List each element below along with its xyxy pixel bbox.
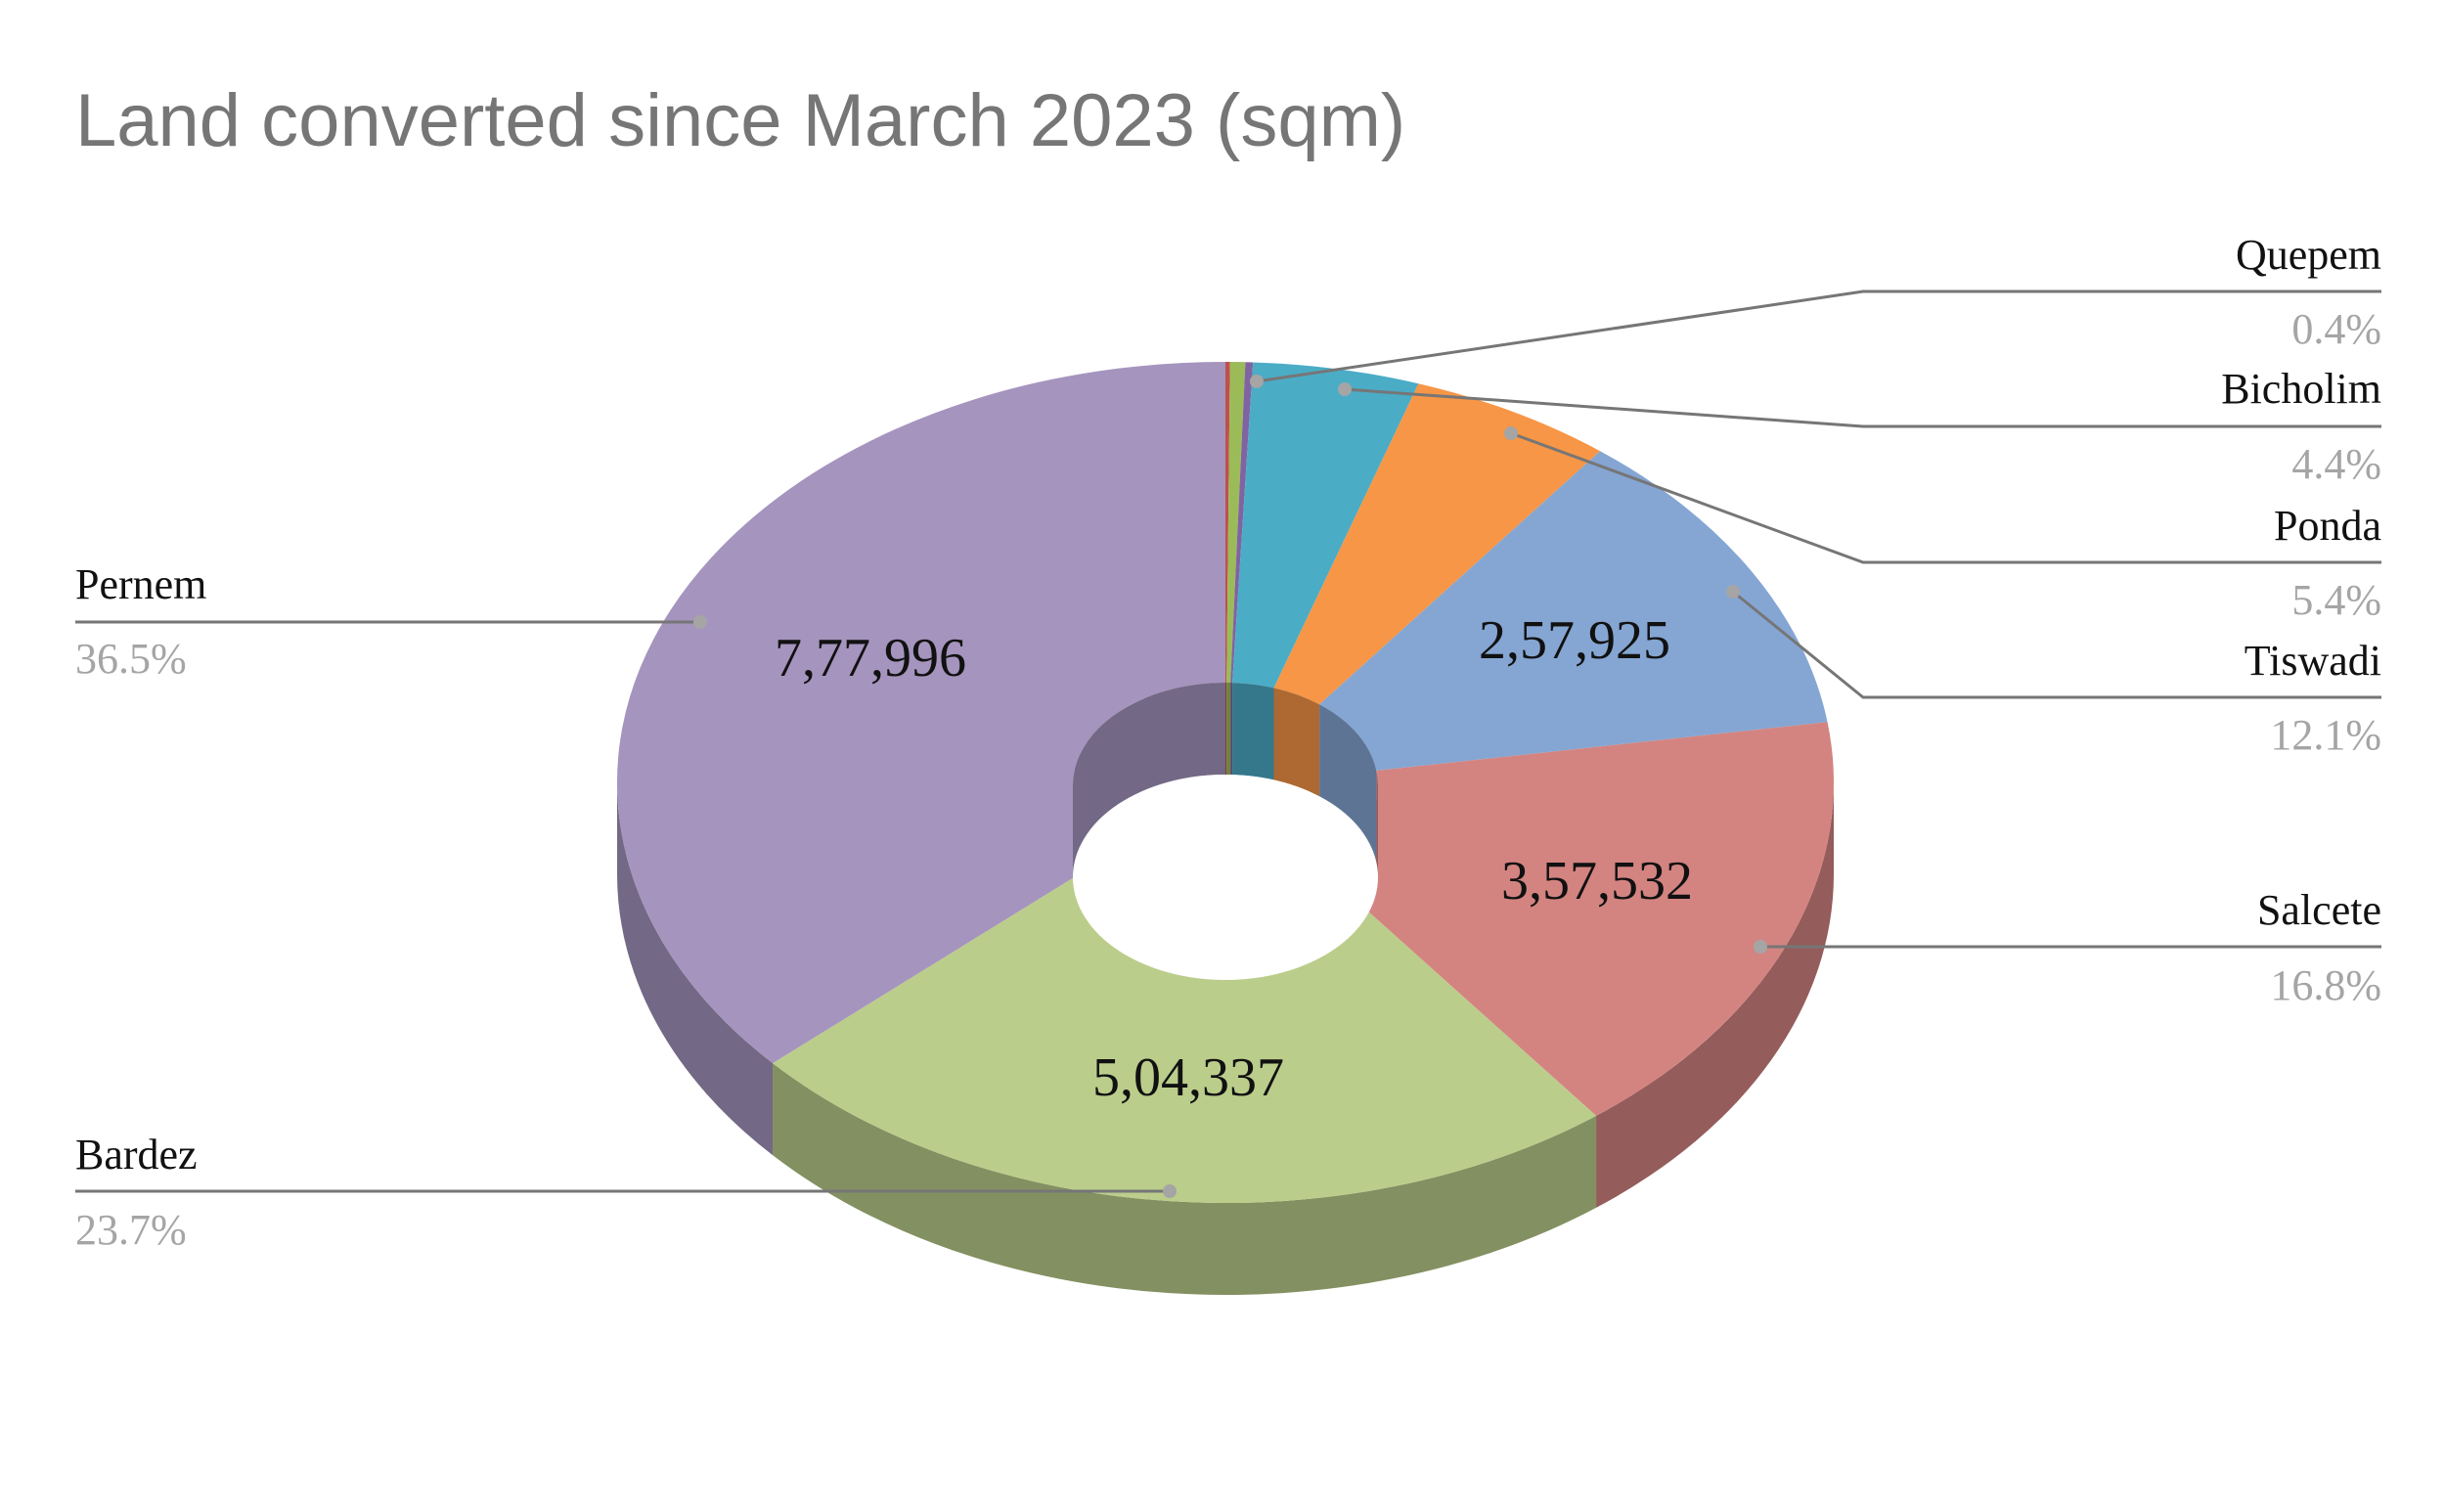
leader-line-bicholim (1344, 387, 2381, 428)
hole-wall-purple-sliver (1230, 683, 1233, 776)
value-label-tiswadi: 2,57,925 (1479, 610, 1670, 671)
slice-pernem (617, 362, 1225, 1064)
slice-bardez (773, 854, 1597, 1203)
hole-wall-pernem (1073, 683, 1225, 877)
hole-wall-bicholim (1232, 683, 1274, 780)
label-name-bardez: Bardez (75, 1131, 198, 1178)
slice-bicholim (1232, 362, 1419, 689)
value-label-bardez: 5,04,337 (1092, 1047, 1284, 1108)
value-label-salcete: 3,57,532 (1501, 851, 1693, 912)
chart-title: Land converted since March 2023 (sqm) (75, 79, 1406, 162)
label-name-tiswadi: Tiswadi (2245, 637, 2381, 685)
hole-wall-quepem (1226, 683, 1231, 776)
leader-dot-pernem (693, 615, 707, 629)
label-name-bicholim: Bicholim (2221, 365, 2381, 413)
leader-dot-ponda (1504, 426, 1518, 440)
hole-wall-ponda (1273, 688, 1320, 797)
leader-dot-quepem (1250, 375, 1264, 388)
slice-ponda (1273, 383, 1601, 705)
side-pernem (617, 782, 774, 1156)
slice-salcete (1318, 722, 1834, 1116)
label-percent-bicholim: 4.4% (2291, 440, 2381, 488)
label-name-salcete: Salcete (2257, 886, 2381, 934)
leader-dot-salcete (1754, 940, 1767, 954)
label-name-ponda: Ponda (2274, 502, 2381, 550)
label-percent-quepem: 0.4% (2291, 305, 2381, 353)
hole-wall-tiswadi (1319, 704, 1377, 863)
label-percent-salcete: 16.8% (2270, 961, 2381, 1009)
label-name-pernem: Pernem (75, 560, 206, 608)
label-percent-ponda: 5.4% (2291, 576, 2381, 624)
value-label-pernem: 7,77,996 (775, 628, 966, 689)
leader-line-tiswadi (1732, 590, 2381, 699)
hole-wall-red-sliver (1225, 683, 1227, 776)
side-salcete (1596, 782, 1834, 1208)
label-percent-tiswadi: 12.1% (2270, 711, 2381, 759)
slice-quepem (1226, 362, 1246, 684)
leader-dot-tiswadi (1726, 585, 1740, 599)
slice-tiswadi (1319, 451, 1828, 771)
hole-wall-salcete (1376, 770, 1378, 877)
label-name-quepem: Quepem (2236, 231, 2381, 279)
leader-line-quepem (1256, 289, 2381, 383)
leader-dot-bicholim (1338, 382, 1352, 396)
leader-dot-bardez (1163, 1184, 1177, 1198)
label-percent-pernem: 36.5% (75, 635, 187, 683)
slice-purple-sliver (1230, 362, 1254, 684)
doughnut-hole (1073, 775, 1378, 980)
leader-line-ponda (1510, 431, 2381, 564)
side-bardez (773, 1063, 1597, 1295)
slice-red-sliver (1225, 362, 1230, 684)
label-percent-bardez: 23.7% (75, 1206, 187, 1254)
